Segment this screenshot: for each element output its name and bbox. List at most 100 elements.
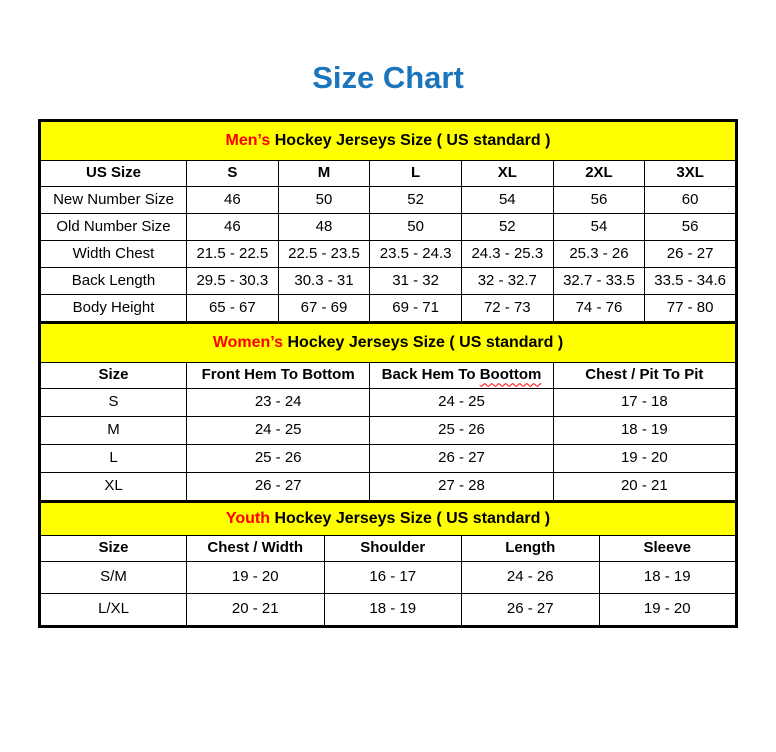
row-label: M [39,416,187,445]
row-label: L [39,444,187,473]
column-header: Size [39,535,187,562]
value-cell: 24 - 25 [185,416,371,445]
value-cell: 18 - 19 [323,593,462,627]
womens-header-row: Size Front Hem To Bottom Back Hem To Boo… [39,362,738,389]
value-cell: 46 [186,186,279,214]
value-cell: 16 - 17 [323,561,462,594]
column-header: M [277,160,371,187]
column-header: Back Hem To Boottom [369,362,554,389]
value-cell: 23 - 24 [185,388,371,417]
value-cell: 20 - 21 [186,593,325,627]
mens-header-row: US Size S M L XL 2XL 3XL [39,160,737,187]
value-cell: 19 - 20 [552,444,738,473]
mens-section-header: Men’s Hockey Jerseys Size ( US standard … [39,120,737,161]
size-chart: Men’s Hockey Jerseys Size ( US standard … [38,119,738,628]
value-cell: 56 [552,186,646,214]
value-cell: 29.5 - 30.3 [186,267,279,295]
mens-section-row: Men’s Hockey Jerseys Size ( US standard … [39,120,737,161]
column-header: Size [39,362,187,389]
table-row: M 24 - 25 25 - 26 18 - 19 [39,416,738,445]
value-cell: 27 - 28 [369,472,554,502]
row-label: XL [39,472,187,502]
value-cell: 32 - 32.7 [460,267,554,295]
page-title: Size Chart [312,60,464,95]
value-cell: 52 [460,213,554,241]
row-label: Body Height [39,294,187,323]
youth-section-text: Hockey Jerseys Size ( US standard ) [274,510,551,528]
value-cell: 24 - 25 [369,388,554,417]
column-header: US Size [39,160,187,187]
womens-section-accent: Women’s [212,334,284,352]
column-header: Length [461,535,600,562]
table-row: L/XL 20 - 21 18 - 19 26 - 27 19 - 20 [39,593,737,627]
value-cell: 18 - 19 [598,561,737,594]
table-row: XL 26 - 27 27 - 28 20 - 21 [39,472,738,502]
value-cell: 26 - 27 [185,472,371,502]
misspelled-word: Boottom [479,366,542,384]
column-header: S [186,160,279,187]
row-label: S [39,388,187,417]
value-cell: 50 [369,213,462,241]
value-cell: 18 - 19 [552,416,738,445]
row-label: S/M [39,561,187,594]
value-cell: 72 - 73 [460,294,554,323]
column-header: L [369,160,462,187]
value-cell: 56 [644,213,737,241]
value-cell: 25.3 - 26 [552,240,646,268]
table-row: S 23 - 24 24 - 25 17 - 18 [39,388,738,417]
column-header-text: Back Hem To [381,366,480,384]
value-cell: 52 [369,186,462,214]
value-cell: 19 - 20 [186,561,325,594]
value-cell: 17 - 18 [552,388,738,417]
value-cell: 33.5 - 34.6 [644,267,737,295]
value-cell: 25 - 26 [369,416,554,445]
youth-header-row: Size Chest / Width Shoulder Length Sleev… [39,535,737,562]
value-cell: 21.5 - 22.5 [186,240,279,268]
table-row: Body Height 65 - 67 67 - 69 69 - 71 72 -… [39,294,737,323]
table-row: L 25 - 26 26 - 27 19 - 20 [39,444,738,473]
mens-section-text: Hockey Jerseys Size ( US standard ) [274,132,551,150]
mens-size-table: Men’s Hockey Jerseys Size ( US standard … [38,119,738,324]
youth-size-table: Youth Hockey Jerseys Size ( US standard … [38,500,738,628]
column-header: XL [460,160,554,187]
value-cell: 30.3 - 31 [277,267,371,295]
value-cell: 26 - 27 [644,240,737,268]
column-header: Chest / Width [186,535,325,562]
row-label: New Number Size [39,186,187,214]
table-row: S/M 19 - 20 16 - 17 24 - 26 18 - 19 [39,561,737,594]
value-cell: 67 - 69 [277,294,371,323]
value-cell: 54 [460,186,554,214]
value-cell: 24 - 26 [461,561,600,594]
value-cell: 32.7 - 33.5 [552,267,646,295]
table-row: Width Chest 21.5 - 22.5 22.5 - 23.5 23.5… [39,240,737,268]
value-cell: 60 [644,186,737,214]
value-cell: 26 - 27 [461,593,600,627]
column-header: Shoulder [323,535,462,562]
column-header: Front Hem To Bottom [185,362,371,389]
youth-section-accent: Youth [225,510,270,528]
value-cell: 74 - 76 [552,294,646,323]
row-label: Back Length [39,267,187,295]
mens-section-accent: Men’s [225,132,271,150]
column-header: Sleeve [598,535,737,562]
womens-section-row: Women’s Hockey Jerseys Size ( US standar… [39,322,737,363]
value-cell: 54 [552,213,646,241]
value-cell: 24.3 - 25.3 [460,240,554,268]
value-cell: 25 - 26 [185,444,371,473]
value-cell: 20 - 21 [552,472,738,502]
table-row: Old Number Size 46 48 50 52 54 56 [39,213,737,241]
value-cell: 77 - 80 [644,294,737,323]
column-header: 2XL [552,160,646,187]
table-row: New Number Size 46 50 52 54 56 60 [39,186,737,214]
table-row: Back Length 29.5 - 30.3 30.3 - 31 31 - 3… [39,267,737,295]
womens-section-header: Women’s Hockey Jerseys Size ( US standar… [39,322,737,363]
value-cell: 19 - 20 [598,593,737,627]
column-header: 3XL [644,160,737,187]
column-header: Chest / Pit To Pit [552,362,738,389]
value-cell: 46 [186,213,279,241]
value-cell: 26 - 27 [369,444,554,473]
value-cell: 69 - 71 [369,294,462,323]
value-cell: 23.5 - 24.3 [369,240,462,268]
value-cell: 65 - 67 [186,294,279,323]
value-cell: 22.5 - 23.5 [277,240,371,268]
